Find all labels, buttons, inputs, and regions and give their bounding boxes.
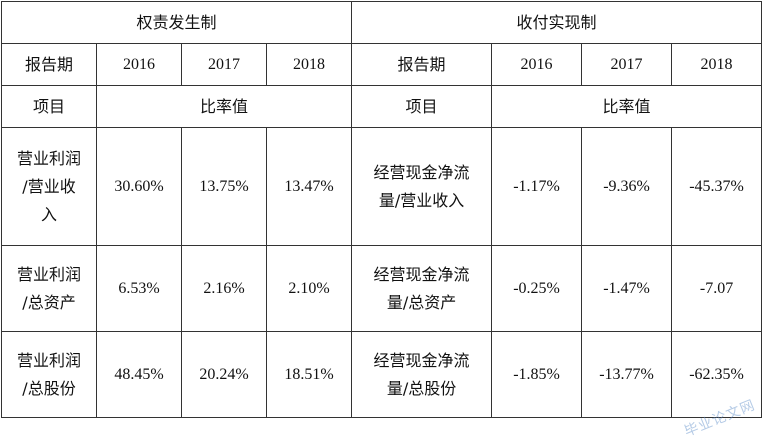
item-line: 营业利润 [16, 350, 81, 370]
accrual-item-cell: 营业利润 /总资产 [1, 245, 97, 332]
item-line: 营业利润 [16, 148, 81, 168]
accrual-value-cell: 48.45% [96, 331, 182, 418]
item-header-row: 项目 比率值 项目 比率值 [1, 85, 763, 128]
accrual-year-cell: 2018 [265, 43, 353, 86]
cash-value-cell: -7.07 [671, 245, 763, 332]
accrual-value-cell: 13.75% [181, 127, 267, 246]
accrual-value-cell: 20.24% [181, 331, 267, 418]
item-line: 量/总股份 [386, 378, 457, 398]
item-line: /营业收 [22, 176, 76, 196]
item-line: 营业利润 [16, 264, 81, 284]
accrual-ratio-label: 比率值 [95, 85, 353, 128]
cash-item-cell: 经营现金净流 量/总股份 [351, 331, 493, 418]
period-row: 报告期 2016 2017 2018 报告期 2016 2017 2018 [1, 43, 763, 86]
item-line: /总资产 [22, 292, 76, 312]
cash-basis-header: 收付实现制 [351, 1, 763, 44]
accrual-value-cell: 13.47% [265, 127, 353, 246]
item-line: 量/营业收入 [378, 190, 465, 210]
table-row: 营业利润 /营业收 入 30.60% 13.75% 13.47% 经营现金净流 … [1, 127, 763, 246]
cash-value-cell: -1.17% [491, 127, 583, 246]
table-row: 营业利润 /总股份 48.45% 20.24% 18.51% 经营现金净流 量/… [1, 331, 763, 418]
table-row: 营业利润 /总资产 6.53% 2.16% 2.10% 经营现金净流 量/总资产… [1, 245, 763, 332]
accrual-item-cell: 营业利润 /营业收 入 [1, 127, 97, 246]
item-line: 入 [40, 204, 57, 224]
cash-value-cell: -45.37% [671, 127, 763, 246]
cash-year-cell: 2016 [491, 43, 583, 86]
cash-value-cell: -0.25% [491, 245, 583, 332]
accrual-year-cell: 2017 [181, 43, 267, 86]
accrual-value-cell: 2.16% [181, 245, 267, 332]
method-header-row: 权责发生制 收付实现制 [0, 1, 763, 44]
accrual-basis-header: 权责发生制 [0, 1, 353, 44]
cash-item-cell: 经营现金净流 量/营业收入 [351, 127, 493, 246]
accrual-item-label: 项目 [1, 85, 97, 128]
cash-year-cell: 2018 [671, 43, 763, 86]
cash-year-cell: 2017 [581, 43, 673, 86]
cash-value-cell: -1.85% [491, 331, 583, 418]
item-line: 经营现金净流 [373, 350, 470, 370]
cash-value-cell: -9.36% [581, 127, 673, 246]
accrual-year-cell: 2016 [96, 43, 182, 86]
cash-item-label: 项目 [351, 85, 493, 128]
accrual-item-cell: 营业利润 /总股份 [1, 331, 97, 418]
accrual-value-cell: 30.60% [96, 127, 182, 246]
accrual-value-cell: 2.10% [265, 245, 353, 332]
item-line: /总股份 [22, 378, 76, 398]
accrual-value-cell: 6.53% [96, 245, 182, 332]
item-line: 量/总资产 [386, 292, 457, 312]
accrual-value-cell: 18.51% [265, 331, 353, 418]
cash-value-cell: -1.47% [581, 245, 673, 332]
ratio-table: 权责发生制 收付实现制 报告期 2016 2017 2018 报告期 2016 … [0, 1, 763, 418]
item-line: 经营现金净流 [373, 162, 470, 182]
cash-value-cell: -62.35% [671, 331, 763, 418]
accrual-period-label: 报告期 [1, 43, 97, 86]
cash-value-cell: -13.77% [581, 331, 673, 418]
item-line: 经营现金净流 [373, 264, 470, 284]
cash-item-cell: 经营现金净流 量/总资产 [351, 245, 493, 332]
cash-ratio-label: 比率值 [491, 85, 763, 128]
cash-period-label: 报告期 [351, 43, 493, 86]
